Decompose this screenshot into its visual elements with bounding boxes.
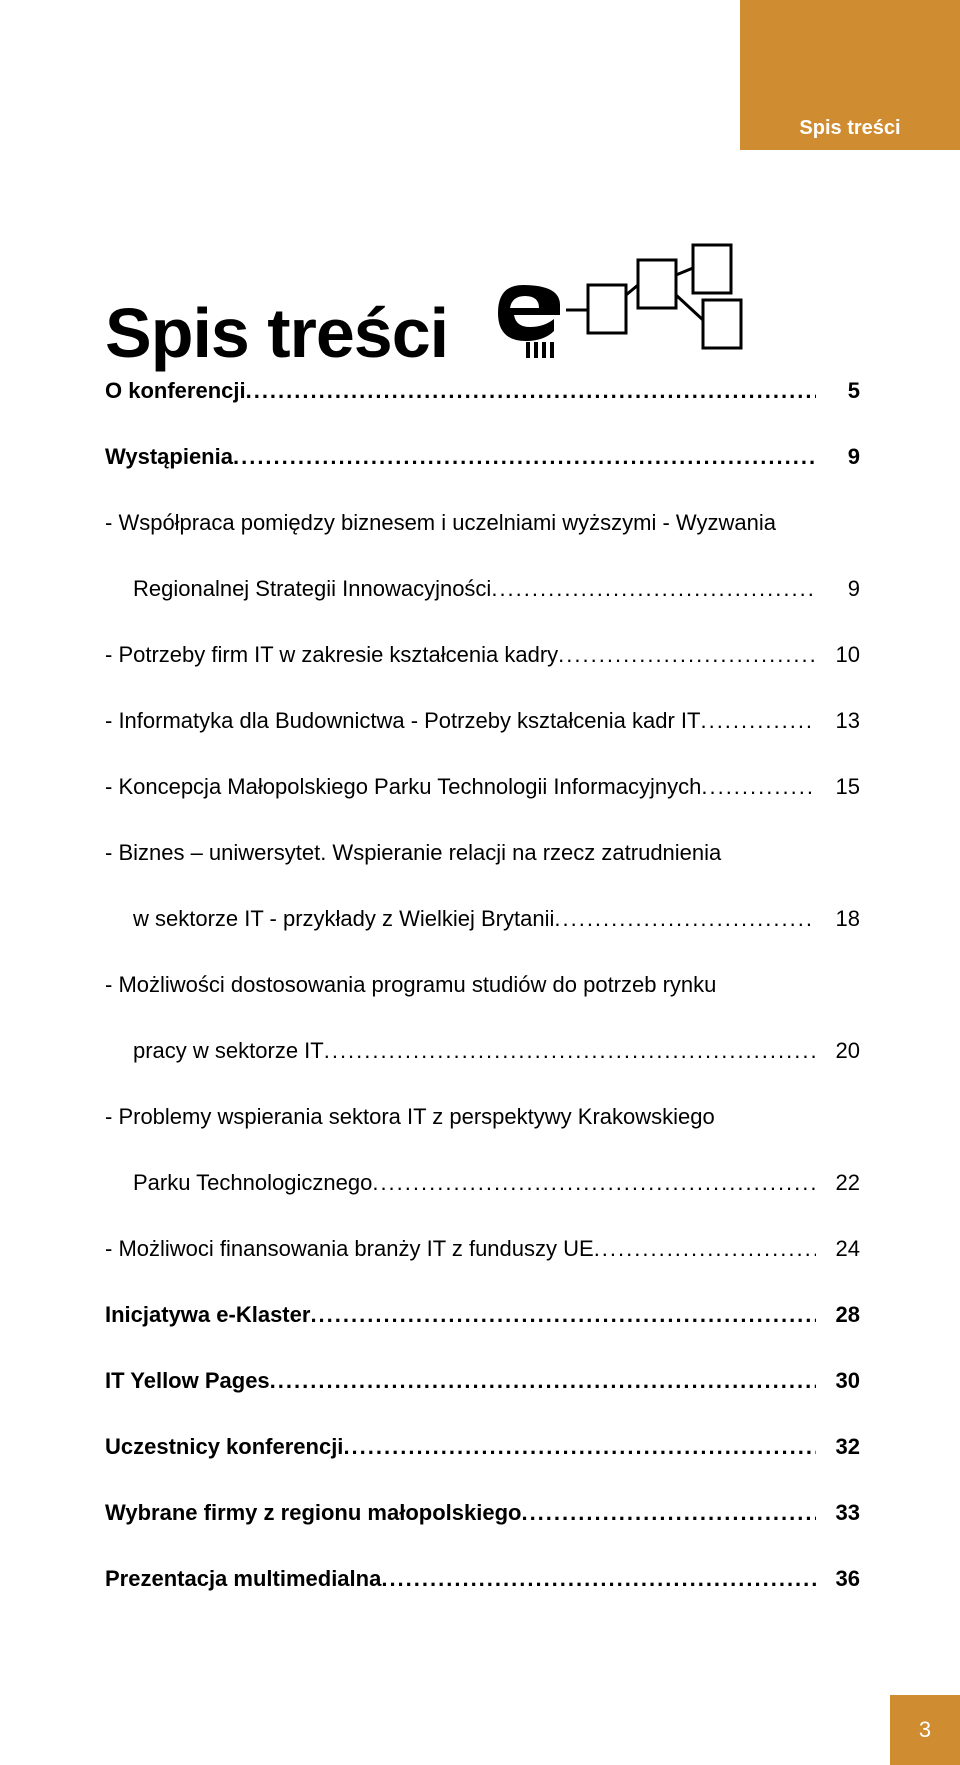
toc-subentry: - Koncepcja Małopolskiego Parku Technolo… xyxy=(105,776,860,798)
leader-dots xyxy=(270,1370,816,1392)
toc-label: IT Yellow Pages xyxy=(105,1370,270,1392)
page-title: Spis treści xyxy=(105,293,448,373)
toc-entry-o-konferencji: O konferencji 5 xyxy=(105,380,860,402)
toc-label: - Problemy wspierania sektora IT z persp… xyxy=(105,1106,715,1128)
toc-subentry: - Możliwoci finansowania branży IT z fun… xyxy=(105,1238,860,1260)
leader-dots xyxy=(233,446,816,468)
toc-subentry: - Współpraca pomiędzy biznesem i uczelni… xyxy=(105,512,860,534)
toc-subentry: pracy w sektorze IT 20 xyxy=(105,1040,860,1062)
toc-page: 9 xyxy=(816,578,860,600)
toc-label: Prezentacja multimedialna xyxy=(105,1568,381,1590)
toc-label: Inicjatywa e-Klaster xyxy=(105,1304,310,1326)
leader-dots xyxy=(343,1436,816,1458)
leader-dots xyxy=(372,1172,816,1194)
leader-dots xyxy=(310,1304,816,1326)
leader-dots xyxy=(324,1040,816,1062)
toc-page: 32 xyxy=(816,1436,860,1458)
page-number-badge: 3 xyxy=(890,1695,960,1765)
toc-label: Wystąpienia xyxy=(105,446,233,468)
toc-page: 5 xyxy=(816,380,860,402)
toc-subentry: - Możliwości dostosowania programu studi… xyxy=(105,974,860,996)
toc-label: - Współpraca pomiędzy biznesem i uczelni… xyxy=(105,512,776,534)
leader-dots xyxy=(246,380,816,402)
toc-label: pracy w sektorze IT xyxy=(105,1040,324,1062)
toc-label: w sektorze IT - przykłady z Wielkiej Bry… xyxy=(105,908,554,930)
toc-subentry: - Problemy wspierania sektora IT z persp… xyxy=(105,1106,860,1128)
toc-subentry: - Potrzeby firm IT w zakresie kształceni… xyxy=(105,644,860,666)
toc-entry-uczestnicy: Uczestnicy konferencji 32 xyxy=(105,1436,860,1458)
toc-entry-yellowpages: IT Yellow Pages 30 xyxy=(105,1370,860,1392)
toc-entry-prezentacja: Prezentacja multimedialna 36 xyxy=(105,1568,860,1590)
toc-label: O konferencji xyxy=(105,380,246,402)
toc-entry-inicjatywa: Inicjatywa e-Klaster 28 xyxy=(105,1304,860,1326)
toc-label: Uczestnicy konferencji xyxy=(105,1436,343,1458)
leader-dots xyxy=(701,776,816,798)
toc-page: 15 xyxy=(816,776,860,798)
heading-row: Spis treści xyxy=(105,240,748,373)
toc-subentry: w sektorze IT - przykłady z Wielkiej Bry… xyxy=(105,908,860,930)
toc-label: Regionalnej Strategii Innowacyjności xyxy=(105,578,491,600)
toc-subentry: - Biznes – uniwersytet. Wspieranie relac… xyxy=(105,842,860,864)
leader-dots xyxy=(558,644,816,666)
toc-page: 20 xyxy=(816,1040,860,1062)
toc-page: 28 xyxy=(816,1304,860,1326)
leader-dots xyxy=(521,1502,816,1524)
leader-dots xyxy=(491,578,816,600)
leader-dots xyxy=(594,1238,816,1260)
toc-page: 24 xyxy=(816,1238,860,1260)
toc-entry-wybrane-firmy: Wybrane firmy z regionu małopolskiego 33 xyxy=(105,1502,860,1524)
e-cluster-logo-icon xyxy=(488,240,748,365)
toc-label: Wybrane firmy z regionu małopolskiego xyxy=(105,1502,521,1524)
toc-page: 36 xyxy=(816,1568,860,1590)
toc-entry-wystapienia: Wystąpienia 9 xyxy=(105,446,860,468)
toc-label: - Możliwości dostosowania programu studi… xyxy=(105,974,716,996)
toc-page: 18 xyxy=(816,908,860,930)
toc-page: 13 xyxy=(816,710,860,732)
toc-label: - Informatyka dla Budownictwa - Potrzeby… xyxy=(105,710,700,732)
toc-label: Parku Technologicznego xyxy=(105,1172,372,1194)
toc-page: 9 xyxy=(816,446,860,468)
section-tab: Spis treści xyxy=(740,0,960,150)
page-number: 3 xyxy=(919,1717,931,1743)
leader-dots xyxy=(700,710,816,732)
toc-page: 30 xyxy=(816,1370,860,1392)
toc-label: - Biznes – uniwersytet. Wspieranie relac… xyxy=(105,842,721,864)
section-tab-label: Spis treści xyxy=(799,117,900,140)
toc: O konferencji 5 Wystąpienia 9 - Współpra… xyxy=(105,380,860,1612)
toc-page: 22 xyxy=(816,1172,860,1194)
toc-label: - Koncepcja Małopolskiego Parku Technolo… xyxy=(105,776,701,798)
toc-page: 10 xyxy=(816,644,860,666)
leader-dots xyxy=(381,1568,816,1590)
toc-page: 33 xyxy=(816,1502,860,1524)
toc-label: - Potrzeby firm IT w zakresie kształceni… xyxy=(105,644,558,666)
toc-subentry: Regionalnej Strategii Innowacyjności 9 xyxy=(105,578,860,600)
leader-dots xyxy=(554,908,816,930)
toc-subentry: Parku Technologicznego 22 xyxy=(105,1172,860,1194)
toc-label: - Możliwoci finansowania branży IT z fun… xyxy=(105,1238,594,1260)
page: Spis treści Spis treści xyxy=(0,0,960,1765)
toc-subentry: - Informatyka dla Budownictwa - Potrzeby… xyxy=(105,710,860,732)
